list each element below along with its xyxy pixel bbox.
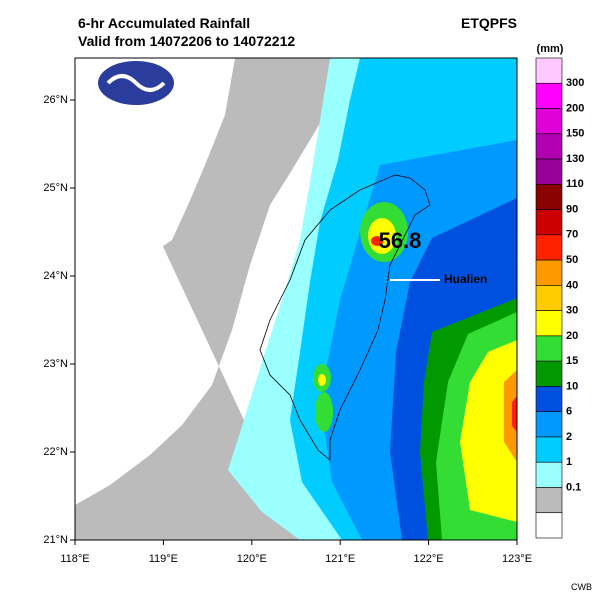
legend-swatch [535,57,563,84]
legend-swatch [535,461,563,488]
legend-swatch [535,285,563,311]
legend-swatch [535,310,563,337]
product: ETQPFS [461,15,517,31]
legend-level: 300 [566,77,584,89]
legend-level: 130 [566,153,584,165]
lon-label: 122°E [414,553,444,565]
rain-area [512,396,517,432]
legend: (mm) 300 200 150 130 110 90 70 50 40 30 20 15 10 6 2 1 0… [535,43,584,539]
rain-area [315,392,333,432]
lon-label: 123°E [502,553,532,565]
legend-level: 1 [566,456,572,468]
legend-level: 70 [566,229,578,241]
lat-label: 24°N [43,270,68,282]
legend-level: 30 [566,305,578,317]
legend-level: 6 [566,406,572,418]
legend-swatch [535,411,563,438]
legend-swatch [535,82,563,109]
lat-label: 22°N [43,446,68,458]
legend-swatch [535,158,563,185]
legend-level: 40 [566,279,578,291]
legend-level: 15 [566,355,578,367]
title: 6-hr Accumulated Rainfall [78,15,250,31]
legend-level: 50 [566,254,578,266]
rain-area [371,236,383,246]
legend-swatch [535,386,563,412]
rain-area [460,340,517,522]
legend-level: 20 [566,330,578,342]
lat-label: 21°N [43,534,68,546]
rain-area [318,374,326,386]
max-value: 56.8 [379,228,422,253]
map: Hualien 56.8 [74,57,518,541]
rain-area [504,370,517,462]
legend-swatch [535,487,563,514]
legend-swatch [535,108,563,135]
lon-label: 118°E [60,553,89,565]
logo-swirl [106,74,166,92]
axes: 26°N 25°N 24°N 23°N 22°N 21°N 118°E 119°E 120°E 1… [43,94,532,565]
lat-label: 23°N [43,358,68,370]
legend-swatch [535,259,563,286]
legend-swatch [535,133,563,160]
legend-level: 150 [566,128,584,140]
legend-level: 200 [566,102,584,114]
legend-level: 10 [566,380,578,392]
legend-unit: (mm) [537,43,564,55]
legend-swatch [535,209,563,236]
legend-level: 90 [566,203,578,215]
subtitle: Valid from 14072206 to 14072212 [78,33,295,49]
legend-swatch [535,436,563,463]
legend-level: 2 [566,431,572,443]
lon-label: 120°E [237,553,267,565]
map-frame [74,57,518,541]
land [75,58,235,272]
legend-level: 110 [566,178,584,190]
station-label: Hualien [444,272,487,286]
coastline [259,174,431,461]
legend-swatch [535,335,563,362]
legend-swatch [535,234,563,261]
lat-label: 25°N [43,182,68,194]
legend-swatch [535,512,563,539]
lon-label: 119°E [149,553,178,565]
legend-level: 0.1 [566,481,581,493]
legend-swatch [535,360,563,387]
credit: CWB [571,582,592,592]
lon-label: 121°E [325,553,355,565]
lat-label: 26°N [43,94,68,106]
legend-swatch [535,184,563,210]
